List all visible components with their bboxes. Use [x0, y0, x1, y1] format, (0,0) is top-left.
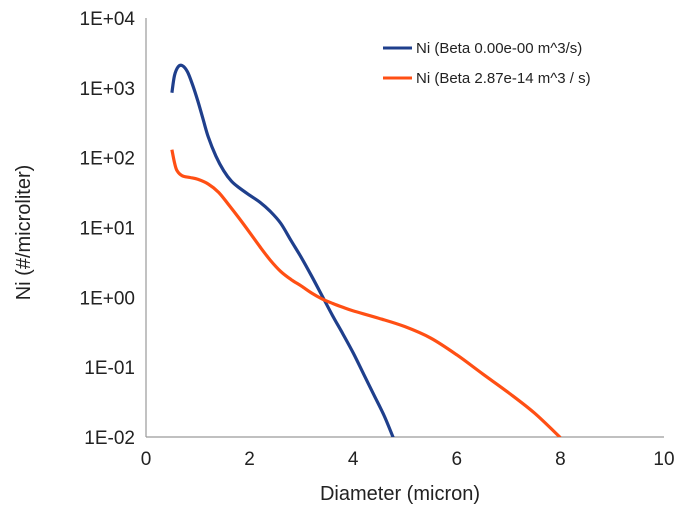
- y-tick-label: 1E+00: [80, 288, 135, 309]
- y-tick-label: 1E-01: [84, 358, 135, 379]
- series-line-1: [170, 63, 395, 437]
- x-tick-label: 10: [653, 449, 674, 470]
- legend-label-series-2: Ni (Beta 2.87e-14 m^3 / s): [416, 70, 591, 87]
- x-axis-title: Diameter (micron): [320, 483, 480, 505]
- y-tick-label: 1E+03: [80, 79, 135, 100]
- x-tick-label: 2: [244, 449, 255, 470]
- x-tick-label: 6: [452, 449, 463, 470]
- x-tick-label: 4: [348, 449, 359, 470]
- y-tick-labels: 1E-02 1E-01 1E+00 1E+01 1E+02 1E+03 1E+04: [80, 9, 136, 449]
- y-tick-label: 1E+04: [80, 9, 136, 30]
- x-tick-label: 8: [555, 449, 566, 470]
- x-tick-labels: 0 2 4 6 8 10: [141, 449, 675, 470]
- legend-label-series-1: Ni (Beta 0.00e-00 m^3/s): [416, 40, 582, 57]
- legend: Ni (Beta 0.00e-00 m^3/s) Ni (Beta 2.87e-…: [383, 40, 591, 87]
- y-tick-label: 1E-02: [84, 428, 135, 449]
- x-tick-label: 0: [141, 449, 152, 470]
- y-tick-label: 1E+02: [80, 149, 135, 170]
- y-tick-label: 1E+01: [80, 219, 135, 240]
- y-axis-title: Ni (#/microliter): [13, 165, 35, 301]
- series-line-2: [170, 149, 562, 437]
- series-lines: [170, 63, 562, 437]
